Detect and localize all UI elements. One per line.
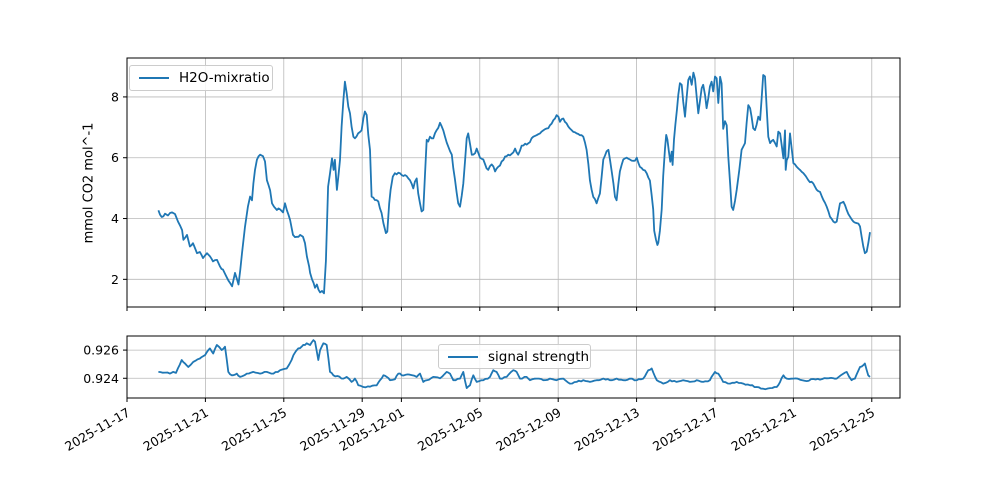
legend-label: signal strength [488, 348, 590, 365]
x-tick-label: 2025-11-21 [140, 405, 210, 454]
legend-label: H2O-mixratio [179, 70, 270, 86]
x-tick-label: 2025-12-05 [415, 405, 485, 454]
x-tick-label: 2025-11-17 [62, 405, 132, 454]
x-tick-label: 2025-12-13 [572, 405, 642, 454]
y-axis-label: mmol CO2 mol^-1 [81, 122, 97, 244]
series-line-signal-strength [158, 339, 871, 391]
legend-h2o-mixratio: H2O-mixratio [129, 65, 273, 91]
legend-signal-strength: signal strength [438, 344, 591, 369]
x-tick-label: 2025-12-25 [807, 405, 877, 454]
x-tick-label: 2025-12-21 [728, 405, 798, 454]
y-tick-label: 0.926 [83, 343, 119, 358]
x-tick-label: 2025-11-25 [219, 405, 289, 454]
y-tick-label: 6 [111, 150, 119, 165]
y-tick-label: 2 [111, 272, 119, 287]
legend-line-sample [139, 77, 169, 79]
plot-border [126, 335, 901, 399]
series-line-H2O-mixratio [157, 71, 871, 295]
plot-border [126, 57, 901, 308]
y-tick-label: 0.924 [83, 371, 119, 386]
y-tick-label: 8 [111, 89, 119, 104]
x-tick-label: 2025-12-09 [493, 405, 563, 454]
x-tick-label: 2025-12-17 [650, 405, 720, 454]
y-tick-label: 4 [111, 211, 119, 226]
legend-line-sample [448, 355, 478, 358]
